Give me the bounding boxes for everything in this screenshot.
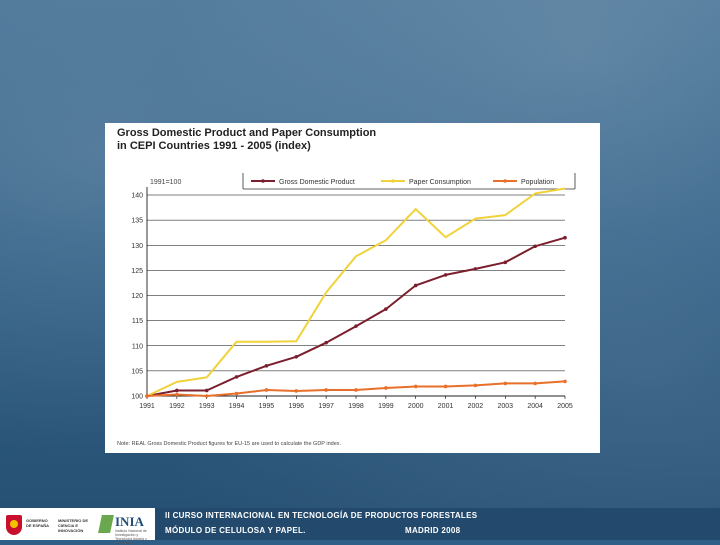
data-point-2-3 xyxy=(234,391,239,396)
data-point-0-13 xyxy=(533,244,537,249)
module-name: MÓDULO DE CELULOSA Y PAPEL. xyxy=(165,526,306,535)
data-point-0-2 xyxy=(204,388,209,393)
y-tick-label: 115 xyxy=(132,318,143,325)
chart-title-line1: Gross Domestic Product and Paper Consump… xyxy=(117,127,377,139)
data-point-0-4 xyxy=(264,364,269,368)
x-tick-label: 1998 xyxy=(348,403,364,410)
data-point-2-13 xyxy=(533,381,537,386)
x-tick-label: 2003 xyxy=(497,403,513,410)
data-point-0-3 xyxy=(234,375,239,379)
data-point-0-1 xyxy=(175,388,179,393)
data-point-0-9 xyxy=(413,283,418,288)
x-tick-label: 2002 xyxy=(468,403,484,410)
x-tick-label: 1995 xyxy=(259,403,275,410)
legend-label-1: Paper Consumption xyxy=(409,179,471,186)
inia-logo: INIA Instituto Nacional de Investigación… xyxy=(98,512,152,545)
chart-panel: Gross Domestic Product and Paper Consump… xyxy=(105,123,600,453)
series-lines xyxy=(145,187,567,398)
data-point-0-11 xyxy=(473,267,478,271)
x-tick-label: 1993 xyxy=(199,403,215,410)
data-point-2-0 xyxy=(145,394,149,398)
data-point-0-5 xyxy=(294,355,299,359)
data-point-0-10 xyxy=(443,273,448,277)
y-tick-label: 120 xyxy=(131,293,143,300)
location-date: MADRID 2008 xyxy=(405,526,461,535)
x-tick-label: 2001 xyxy=(438,403,454,410)
data-point-2-14 xyxy=(563,379,567,384)
data-point-0-14 xyxy=(563,235,567,240)
data-point-2-12 xyxy=(503,381,508,386)
ministry-logo-text: MINISTERIO DE CIENCIA E INNOVACIÓN xyxy=(58,518,89,533)
legend-marker-0 xyxy=(261,179,265,183)
x-tick-label: 2000 xyxy=(408,403,424,410)
legend: Gross Domestic Product Paper Consumption P… xyxy=(242,173,576,190)
line-chart: 1991=100 Gross Domestic Product Paper Con… xyxy=(117,173,576,447)
chart-title-line2: in CEPI Countries 1991 - 2005 (index) xyxy=(117,140,311,152)
x-tick-label: 1991 xyxy=(139,403,155,410)
inia-logo-word: INIA xyxy=(115,514,144,529)
x-tick-label: 1992 xyxy=(169,403,185,410)
data-point-2-8 xyxy=(384,386,388,390)
data-point-2-4 xyxy=(264,388,269,392)
gov-logo-text: GOBIERNO DE ESPAÑA xyxy=(26,518,50,528)
data-point-2-10 xyxy=(443,384,448,389)
government-logo: GOBIERNO DE ESPAÑA MINISTERIO DE CIENCIA… xyxy=(6,513,96,537)
legend-label-2: Population xyxy=(521,179,554,186)
y-tick-label: 135 xyxy=(131,218,143,225)
x-tick-label: 1997 xyxy=(318,403,334,410)
y-tick-label: 125 xyxy=(131,268,143,275)
data-point-2-9 xyxy=(413,384,418,389)
module-title: MÓDULO DE CELULOSA Y PAPEL. MADRID 2008 xyxy=(165,526,460,535)
axes: 100 105 110 115 120 125 130 135 140 1991 1992 1993 1… xyxy=(131,187,573,410)
data-point-2-5 xyxy=(294,389,299,393)
y-tick-label: 140 xyxy=(131,193,143,200)
data-point-0-8 xyxy=(384,307,388,311)
gridlines xyxy=(147,194,565,397)
data-point-2-2 xyxy=(204,394,209,398)
inia-logo-subtitle: Instituto Nacional de Investigación y Te… xyxy=(115,529,147,545)
x-tick-label: 1999 xyxy=(378,403,394,410)
course-title: II CURSO INTERNACIONAL EN TECNOLOGÍA DE … xyxy=(165,511,478,520)
legend-marker-1 xyxy=(391,179,395,183)
data-point-2-6 xyxy=(324,388,328,392)
data-point-2-1 xyxy=(175,392,179,397)
chart-title: Gross Domestic Product and Paper Consump… xyxy=(117,127,587,153)
y-tick-label: 110 xyxy=(132,343,143,350)
series-line-0 xyxy=(146,236,566,397)
data-point-0-7 xyxy=(354,324,358,328)
y-tick-label: 105 xyxy=(131,368,143,375)
y-axis-label: 1991=100 xyxy=(150,179,181,186)
legend-marker-2 xyxy=(503,179,507,183)
legend-label-0: Gross Domestic Product xyxy=(279,179,355,186)
inia-mark-icon xyxy=(98,515,114,533)
x-tick-label: 2004 xyxy=(527,403,543,410)
footer-title-band xyxy=(155,508,720,540)
y-tick-label: 130 xyxy=(131,243,143,250)
series-line-1 xyxy=(146,187,566,397)
data-point-2-7 xyxy=(354,388,358,392)
data-point-0-12 xyxy=(503,260,508,265)
y-tick-label: 100 xyxy=(131,394,143,401)
data-point-0-6 xyxy=(324,340,328,345)
x-tick-label: 1994 xyxy=(229,403,245,410)
data-point-2-11 xyxy=(473,383,478,388)
x-tick-label: 2005 xyxy=(557,403,573,410)
spain-crest-icon xyxy=(6,515,22,535)
chart-note: Note: REAL Gross Domestic Product figure… xyxy=(117,441,342,447)
x-tick-label: 1996 xyxy=(288,403,304,410)
